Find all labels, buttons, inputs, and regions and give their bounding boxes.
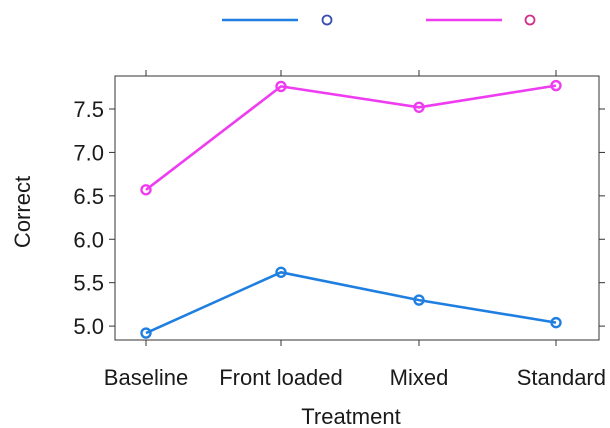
y-tick-label: 5.5 [73,271,104,296]
plot-frame [114,75,600,341]
legend-marker-2 [524,14,536,26]
legend-marker-1 [321,14,333,26]
x-tick-label: Front loaded [219,365,343,390]
y-tick-label: 7.0 [73,140,104,165]
series-layer [140,79,562,339]
series-2-point [140,184,152,196]
series-line-1 [145,270,557,335]
y-tick-label: 6.0 [73,227,104,252]
series-2-point [550,79,562,92]
x-tick-label: Baseline [104,365,188,390]
y-axis: 5.0 5.5 6.0 6.5 7.0 7.5 [73,97,605,339]
series-line-2 [145,84,557,191]
x-tick-label: Standard [517,365,606,390]
series-2-point [275,80,287,93]
series-2-point [413,101,425,113]
x-tick-label: Mixed [390,365,449,390]
series-1-point [275,266,287,278]
y-tick-label: 6.5 [73,184,104,209]
series-1-point [413,294,425,306]
y-axis-label: Correct [10,176,35,248]
series-1-point [140,327,152,339]
x-axis-label: Treatment [301,404,400,428]
x-axis: Baseline Front loaded Mixed Standard [104,70,606,390]
y-tick-label: 5.0 [73,314,104,339]
legend [222,14,536,26]
y-tick-label: 7.5 [73,97,104,122]
series-1-point [550,316,562,329]
